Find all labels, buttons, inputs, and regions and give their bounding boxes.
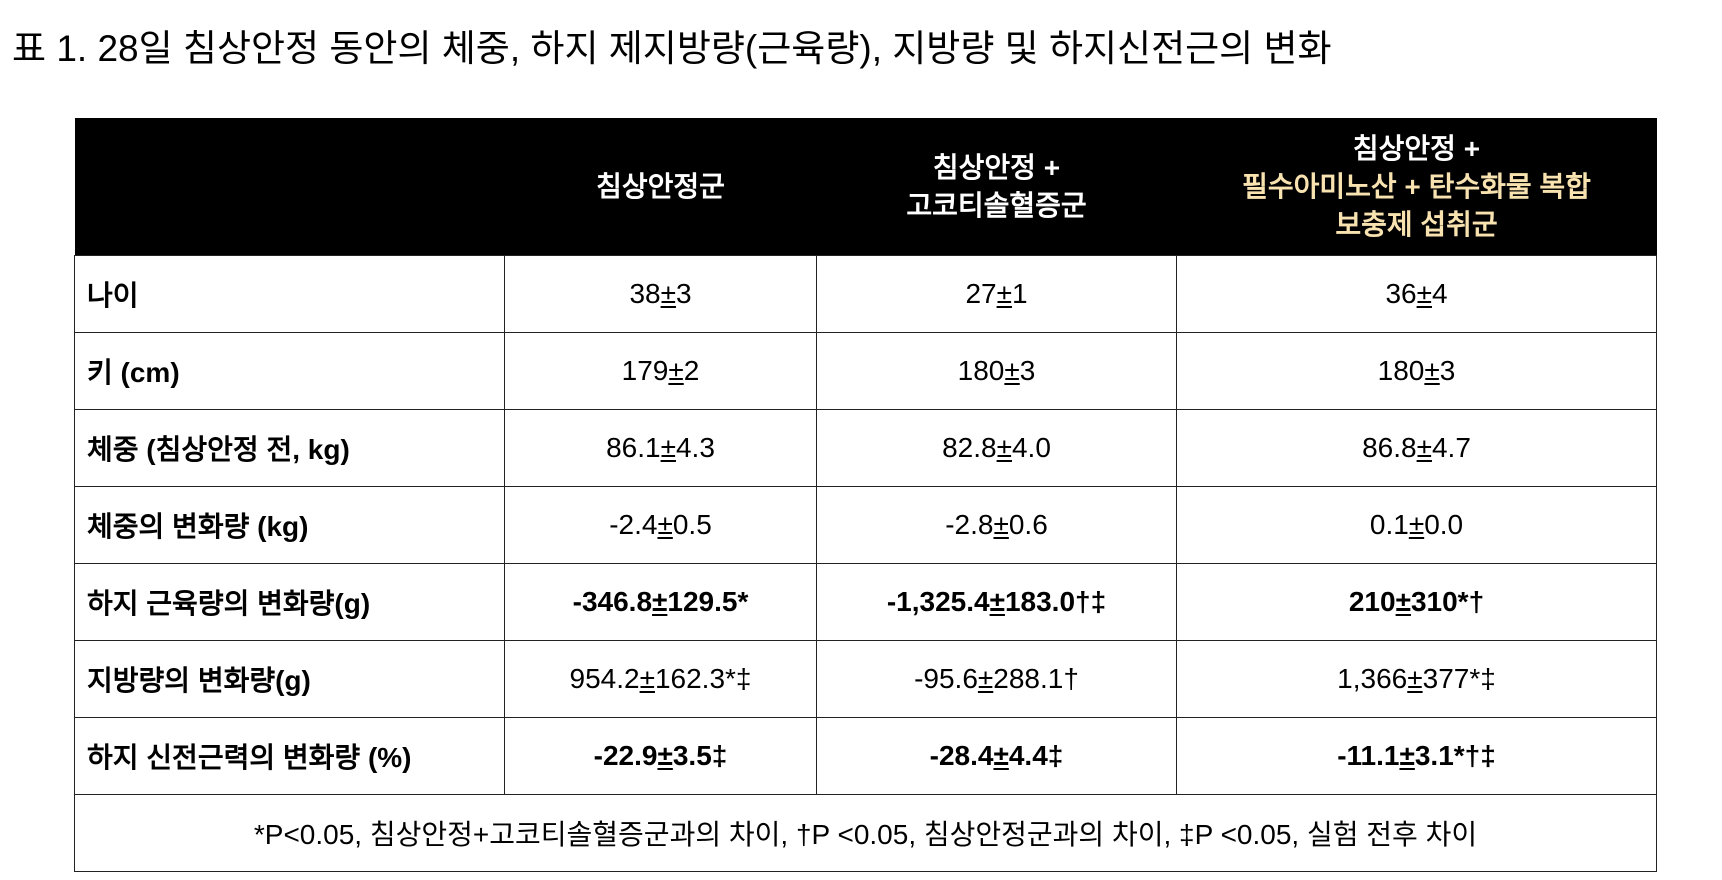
row-label: 하지 신전근력의 변화량 (%) <box>74 717 505 795</box>
header-line: 고코티솔혈증군 <box>906 189 1087 221</box>
header-line: 침상안정 + <box>932 151 1061 183</box>
row-label: 하지 근육량의 변화량(g) <box>74 563 505 641</box>
header-line: 침상안정군 <box>596 170 725 202</box>
table-body: 나이 38±3 27±1 36±4 키 (cm) 179±2 180±3 180±3 체중 (침… <box>74 255 1657 872</box>
cell: -11.1±3.1*†‡ <box>1176 717 1657 795</box>
table-row: 지방량의 변화량(g) 954.2±162.3*‡ -95.6±288.1† 1,36… <box>74 640 1657 718</box>
cell: -1,325.4±183.0†‡ <box>816 563 1177 641</box>
header-line: 침상안정 + <box>1352 132 1481 164</box>
cell: -22.9±3.5‡ <box>504 717 817 795</box>
cell: 38±3 <box>504 255 817 333</box>
table-row: 하지 근육량의 변화량(g) -346.8±129.5* -1,325.4±183.… <box>74 563 1657 641</box>
header-cell: 침상안정군 <box>504 118 817 256</box>
cell: 180±3 <box>816 332 1177 410</box>
cell: -2.4±0.5 <box>504 486 817 564</box>
cell: 86.8±4.7 <box>1176 409 1657 487</box>
cell: -28.4±4.4‡ <box>816 717 1177 795</box>
cell: -95.6±288.1† <box>816 640 1177 718</box>
table-row: 나이 38±3 27±1 36±4 <box>74 255 1657 333</box>
data-table: 침상안정군 침상안정 + 고코티솔혈증군 침상안정 + 필수아미노산 + 탄수화물 복합… <box>74 118 1657 872</box>
row-label: 지방량의 변화량(g) <box>74 640 505 718</box>
cell: -346.8±129.5* <box>504 563 817 641</box>
table-row: 키 (cm) 179±2 180±3 180±3 <box>74 332 1657 410</box>
row-label: 체중 (침상안정 전, kg) <box>74 409 505 487</box>
row-label: 나이 <box>74 255 505 333</box>
cell: 1,366±377*‡ <box>1176 640 1657 718</box>
header-line: 필수아미노산 + 탄수화물 복합 <box>1242 170 1591 202</box>
footnote: *P<0.05, 침상안정+고코티솔혈증군과의 차이, †P <0.05, 침상… <box>74 794 1657 872</box>
cell: 36±4 <box>1176 255 1657 333</box>
cell: 86.1±4.3 <box>504 409 817 487</box>
cell: 954.2±162.3*‡ <box>504 640 817 718</box>
row-label: 키 (cm) <box>74 332 505 410</box>
cell: 179±2 <box>504 332 817 410</box>
table-row: 체중 (침상안정 전, kg) 86.1±4.3 82.8±4.0 86.8±4.7 <box>74 409 1657 487</box>
title: 표 1. 28일 침상안정 동안의 체중, 하지 제지방량(근육량), 지방량 … <box>12 28 1332 69</box>
cell: 27±1 <box>816 255 1177 333</box>
header-cell: 침상안정 + 고코티솔혈증군 <box>816 118 1177 256</box>
cell: 210±310*† <box>1176 563 1657 641</box>
cell: -2.8±0.6 <box>816 486 1177 564</box>
cell: 82.8±4.0 <box>816 409 1177 487</box>
cell: 0.1±0.0 <box>1176 486 1657 564</box>
table-header: 침상안정군 침상안정 + 고코티솔혈증군 침상안정 + 필수아미노산 + 탄수화물 복합… <box>74 118 1657 256</box>
footnote-row: *P<0.05, 침상안정+고코티솔혈증군과의 차이, †P <0.05, 침상… <box>74 794 1657 872</box>
header-cell <box>74 118 505 256</box>
cell: 180±3 <box>1176 332 1657 410</box>
table-row: 체중의 변화량 (kg) -2.4±0.5 -2.8±0.6 0.1±0.0 <box>74 486 1657 564</box>
header-line: 보충제 섭취군 <box>1335 208 1498 240</box>
row-label: 체중의 변화량 (kg) <box>74 486 505 564</box>
table-row: 하지 신전근력의 변화량 (%) -22.9±3.5‡ -28.4±4.4‡ -11.… <box>74 717 1657 795</box>
header-row: 침상안정군 침상안정 + 고코티솔혈증군 침상안정 + 필수아미노산 + 탄수화물 복합… <box>74 118 1657 256</box>
